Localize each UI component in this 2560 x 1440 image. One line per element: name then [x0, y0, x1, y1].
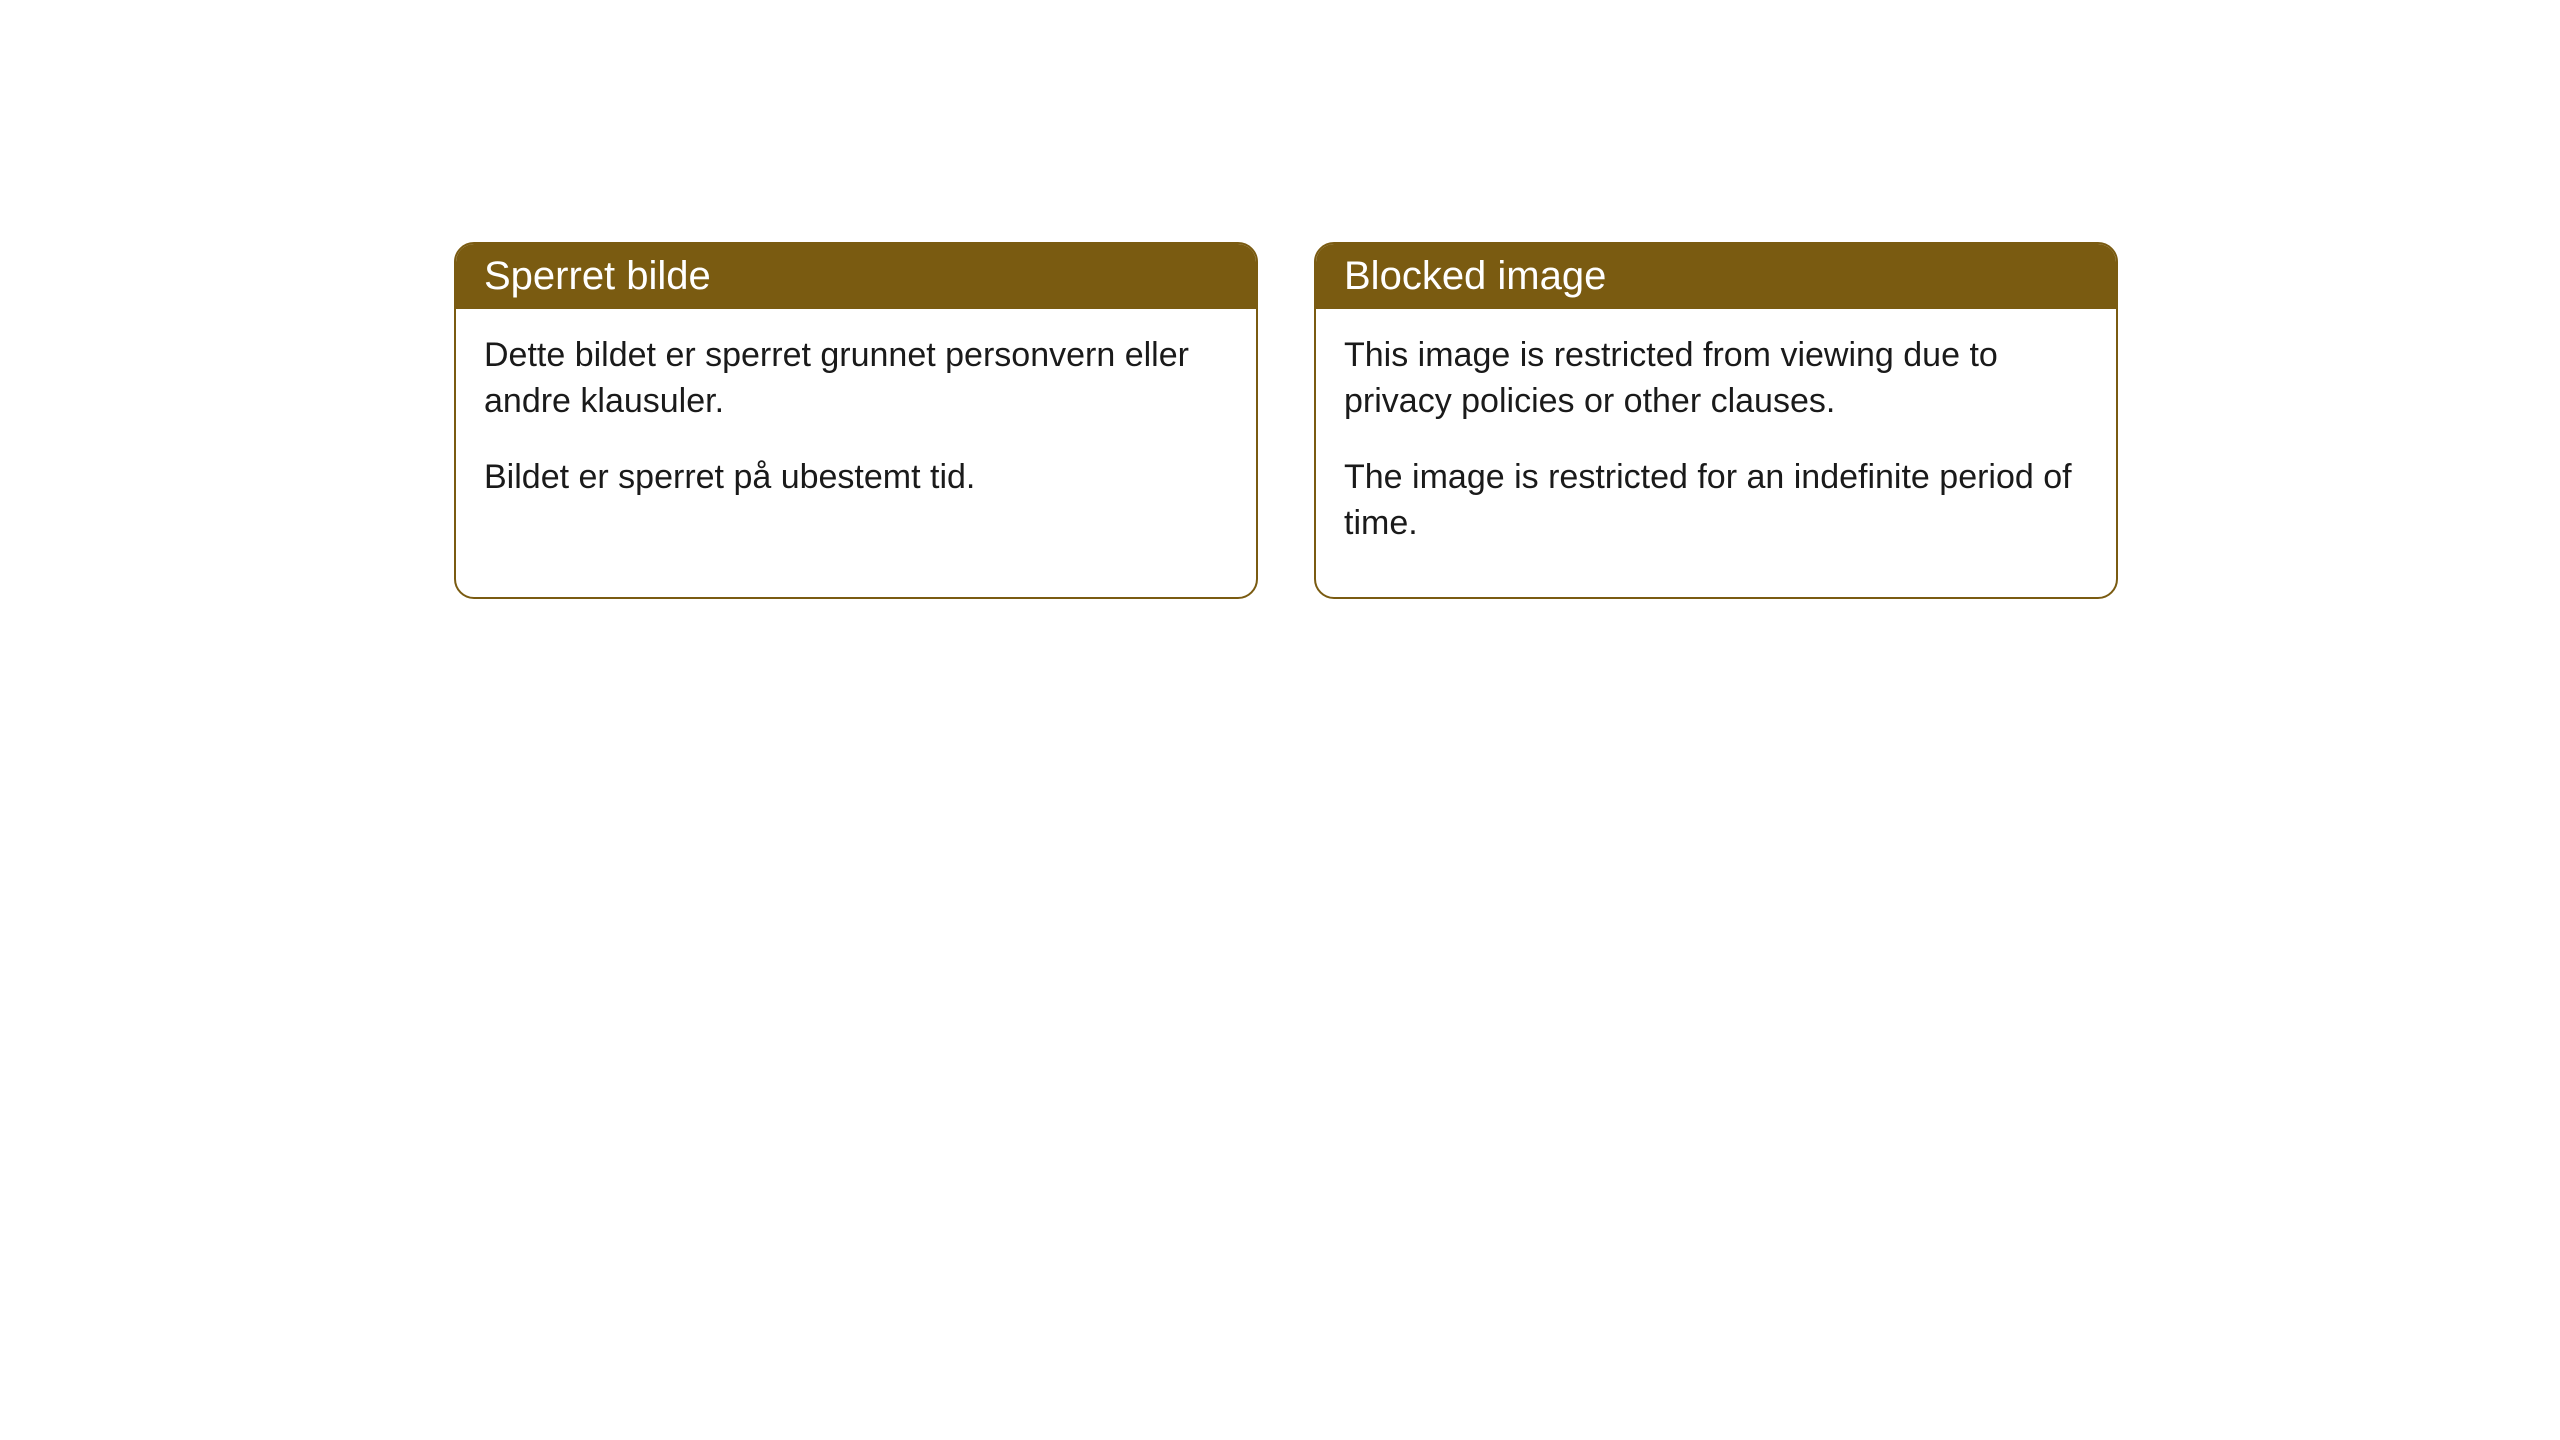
card-paragraph: This image is restricted from viewing du…	[1344, 333, 2088, 425]
notice-card-norwegian: Sperret bilde Dette bildet er sperret gr…	[454, 242, 1258, 599]
card-body: This image is restricted from viewing du…	[1316, 309, 2116, 597]
card-title: Sperret bilde	[484, 254, 711, 298]
notice-container: Sperret bilde Dette bildet er sperret gr…	[0, 0, 2560, 599]
card-paragraph: Dette bildet er sperret grunnet personve…	[484, 333, 1228, 425]
notice-card-english: Blocked image This image is restricted f…	[1314, 242, 2118, 599]
card-title: Blocked image	[1344, 254, 1606, 298]
card-body: Dette bildet er sperret grunnet personve…	[456, 309, 1256, 551]
card-paragraph: The image is restricted for an indefinit…	[1344, 455, 2088, 547]
card-paragraph: Bildet er sperret på ubestemt tid.	[484, 455, 1228, 501]
card-header: Blocked image	[1316, 244, 2116, 309]
card-header: Sperret bilde	[456, 244, 1256, 309]
